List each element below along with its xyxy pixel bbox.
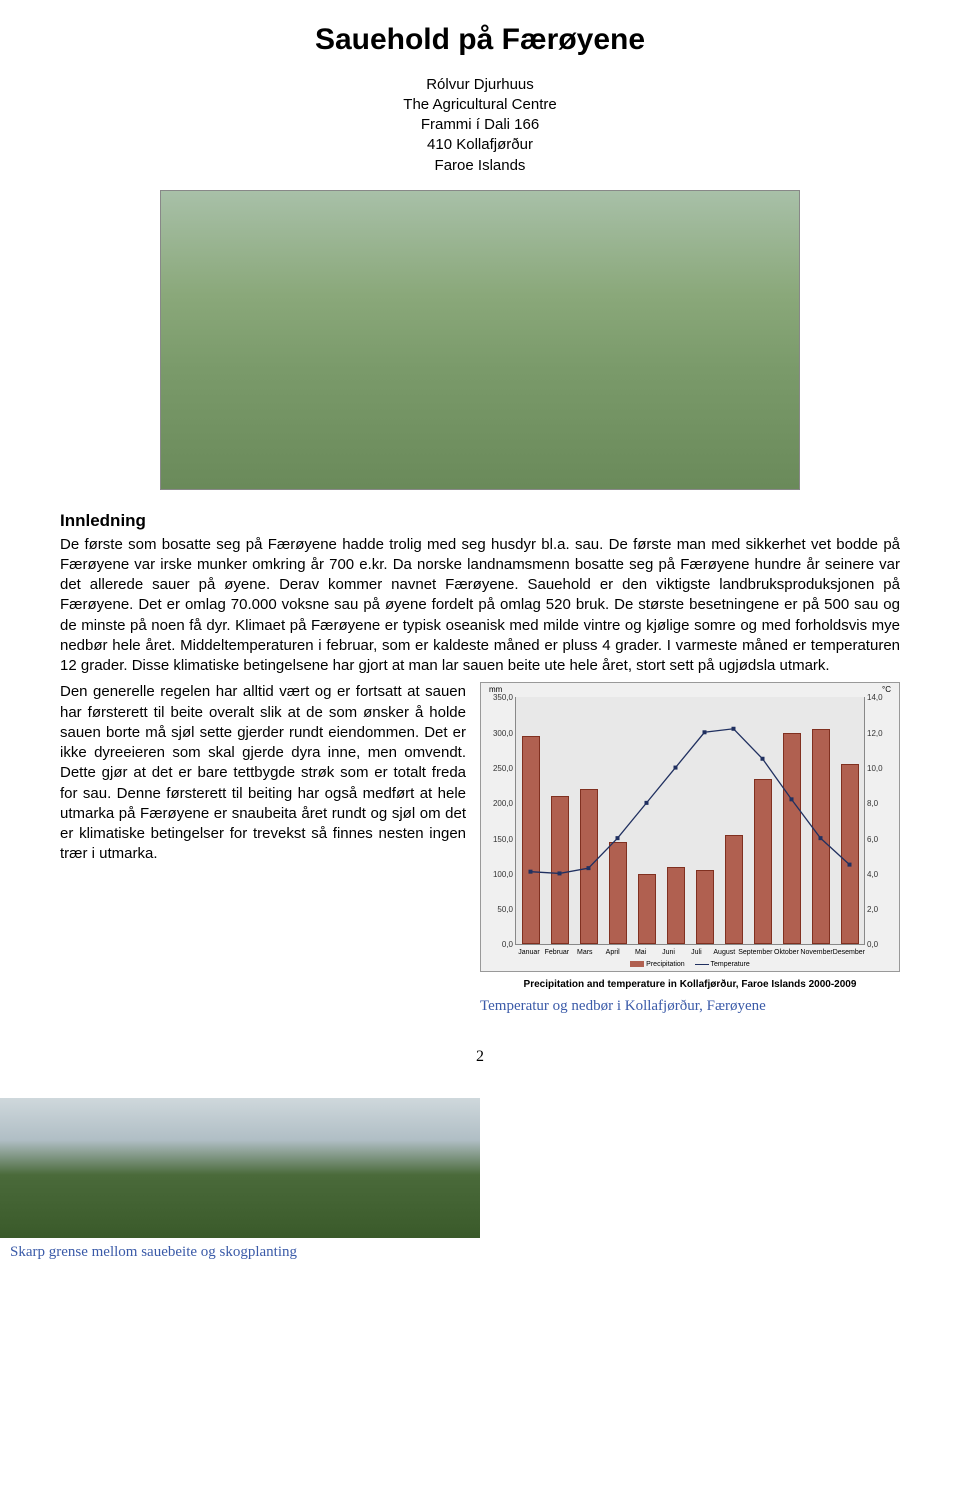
chart-legend: Precipitation Temperature — [481, 960, 899, 969]
ytick-right: 6,0 — [867, 835, 897, 846]
xtick: August — [710, 948, 738, 957]
page-number: 2 — [60, 1046, 900, 1068]
author-block: Rólvur Djurhuus The Agricultural Centre … — [60, 75, 900, 176]
xtick: Mars — [571, 948, 599, 957]
ytick-left: 50,0 — [483, 905, 513, 916]
xtick: Juni — [655, 948, 683, 957]
chart-title: Precipitation and temperature in Kollafj… — [480, 978, 900, 992]
ytick-left: 250,0 — [483, 764, 513, 775]
xtick: Oktober — [773, 948, 801, 957]
author-address1: Frammi í Dali 166 — [60, 115, 900, 135]
intro-paragraph: De første som bosatte seg på Færøyene ha… — [60, 535, 900, 677]
climate-chart: mm °C JanuarFebruarMarsAprilMaiJuniJuliA… — [480, 682, 900, 972]
xtick: Januar — [515, 948, 543, 957]
xtick: April — [599, 948, 627, 957]
section-heading-innledning: Innledning — [60, 510, 900, 533]
author-affiliation: The Agricultural Centre — [60, 95, 900, 115]
ytick-left: 100,0 — [483, 870, 513, 881]
xtick: September — [738, 948, 772, 957]
ytick-right: 14,0 — [867, 693, 897, 704]
ytick-left: 200,0 — [483, 799, 513, 810]
hero-photo — [160, 190, 800, 490]
ytick-left: 350,0 — [483, 693, 513, 704]
ytick-right: 10,0 — [867, 764, 897, 775]
legend-bar-label: Precipitation — [646, 961, 685, 968]
ytick-left: 0,0 — [483, 940, 513, 951]
ytick-left: 300,0 — [483, 729, 513, 740]
chart-subtitle: Temperatur og nedbør i Kollafjørður, Fær… — [480, 996, 900, 1016]
xtick: Februar — [543, 948, 571, 957]
xtick: Juli — [682, 948, 710, 957]
page-title: Sauehold på Færøyene — [60, 20, 900, 61]
xtick: Mai — [627, 948, 655, 957]
ytick-left: 150,0 — [483, 835, 513, 846]
xtick: November — [800, 948, 832, 957]
left-column-text: Den generelle regelen har alltid vært og… — [60, 682, 466, 1016]
legend-line-label: Temperature — [710, 961, 749, 968]
author-country: Faroe Islands — [60, 156, 900, 176]
ytick-right: 12,0 — [867, 729, 897, 740]
ytick-right: 4,0 — [867, 870, 897, 881]
author-address2: 410 Kollafjørður — [60, 135, 900, 155]
author-name: Rólvur Djurhuus — [60, 75, 900, 95]
bottom-photo — [0, 1098, 480, 1238]
ytick-right: 2,0 — [867, 905, 897, 916]
bottom-photo-caption: Skarp grense mellom sauebeite og skogpla… — [10, 1242, 960, 1262]
xtick: Desember — [833, 948, 865, 957]
ytick-right: 0,0 — [867, 940, 897, 951]
ytick-right: 8,0 — [867, 799, 897, 810]
